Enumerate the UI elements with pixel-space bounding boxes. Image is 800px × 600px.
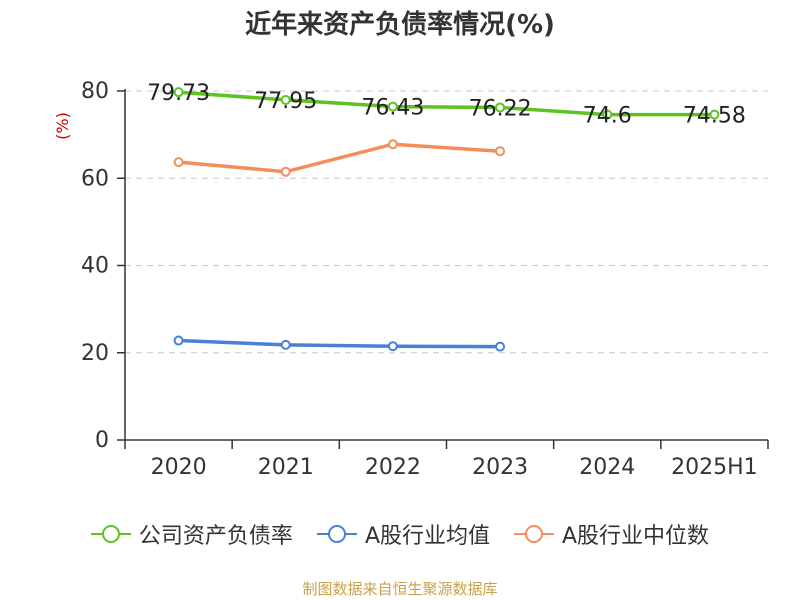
data-point xyxy=(709,109,720,120)
data-point xyxy=(173,335,184,346)
data-point xyxy=(173,87,184,98)
series-line-0 xyxy=(176,90,717,117)
legend-label-company: 公司资产负债率 xyxy=(138,524,293,549)
x-tick-label: 2022 xyxy=(365,455,421,480)
legend-swatch-industry-median xyxy=(514,525,554,543)
data-label: 74.58 xyxy=(683,104,746,129)
data-point xyxy=(387,139,398,150)
line-chart: 0 20 40 60 80 (%) 2020 2021 2022 2023 2024 2025H1 79… xyxy=(53,79,769,480)
chart-title: 近年来资产负债率情况(%) xyxy=(245,10,555,40)
x-tick-label: 2021 xyxy=(258,455,314,480)
x-tick-label: 2024 xyxy=(579,455,635,480)
y-tick-label: 80 xyxy=(81,79,109,104)
data-label: 74.6 xyxy=(583,104,632,129)
data-point xyxy=(495,341,506,352)
legend: 公司资产负债率 A股行业均值 A股行业中位数 xyxy=(0,518,800,550)
y-axis-label: (%) xyxy=(53,112,72,140)
data-label: 79.73 xyxy=(147,81,210,106)
data-label: 77.95 xyxy=(254,89,317,114)
data-source-note: 制图数据来自恒生聚源数据库 xyxy=(302,580,498,598)
y-tick-label: 20 xyxy=(81,341,109,366)
data-point xyxy=(387,341,398,352)
legend-label-industry-median: A股行业中位数 xyxy=(562,524,710,549)
data-label: 76.22 xyxy=(469,96,532,121)
data-point xyxy=(602,109,613,120)
y-tick-label: 40 xyxy=(81,254,109,279)
x-tick-label: 2025H1 xyxy=(671,455,758,480)
series-line-1 xyxy=(176,338,502,349)
y-tick-label: 0 xyxy=(95,428,109,453)
data-point xyxy=(495,146,506,157)
data-point xyxy=(495,102,506,113)
legend-swatch-industry-avg xyxy=(316,525,357,543)
legend-label-industry-avg: A股行业均值 xyxy=(364,524,490,549)
legend-item-company[interactable]: 公司资产负债率 xyxy=(90,518,293,550)
x-tick-label: 2023 xyxy=(472,455,528,480)
series-line-2 xyxy=(176,142,502,174)
data-point xyxy=(173,157,184,168)
data-point xyxy=(280,339,291,350)
data-point xyxy=(280,94,291,105)
y-tick-label: 60 xyxy=(81,166,109,191)
data-point xyxy=(387,101,398,112)
legend-swatch-company xyxy=(90,525,131,543)
data-point xyxy=(280,166,291,177)
data-label: 76.43 xyxy=(361,96,424,121)
legend-item-industry-median[interactable]: A股行业中位数 xyxy=(514,518,709,550)
legend-item-industry-avg[interactable]: A股行业均值 xyxy=(316,518,490,550)
x-tick-label: 2020 xyxy=(151,455,207,480)
